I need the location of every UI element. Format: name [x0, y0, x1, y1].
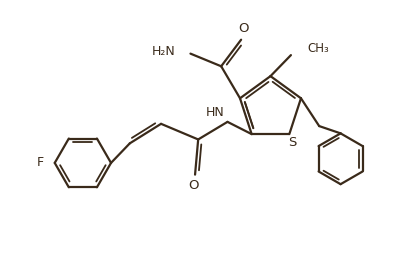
Text: H₂N: H₂N	[152, 45, 176, 58]
Text: HN: HN	[206, 106, 225, 119]
Text: CH₃: CH₃	[307, 42, 329, 54]
Text: O: O	[188, 179, 198, 192]
Text: S: S	[288, 136, 297, 149]
Text: O: O	[238, 22, 248, 35]
Text: F: F	[36, 156, 43, 169]
